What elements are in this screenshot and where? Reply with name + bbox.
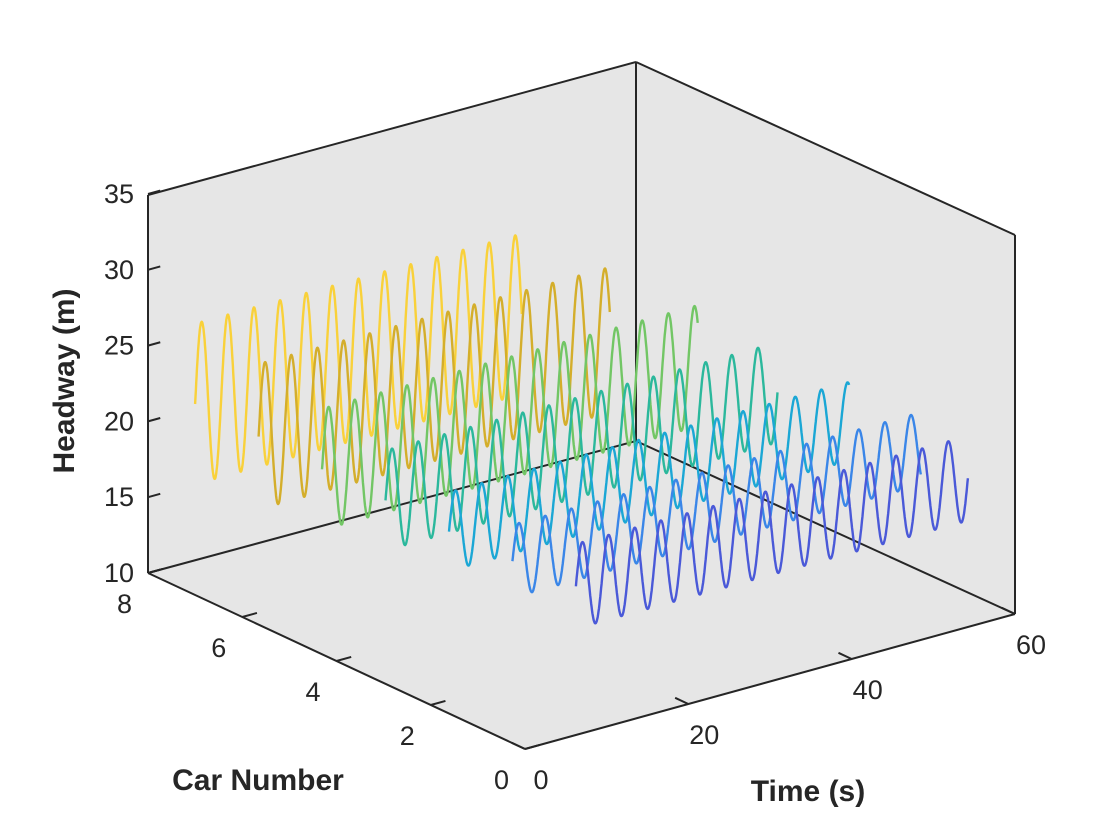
z-tick-15 (147, 492, 161, 499)
x-tick-label-40: 40 (853, 675, 883, 705)
y-tick-label-8: 8 (117, 589, 132, 619)
y-tick-label-4: 4 (305, 677, 320, 707)
series-line-car-1 (574, 440, 970, 625)
series-line-car-2 (511, 413, 922, 594)
z-tick-label-30: 30 (104, 255, 134, 285)
x-tick-40 (838, 651, 853, 660)
z-tick-20 (147, 417, 161, 423)
x-axis-label: Time (s) (751, 775, 865, 808)
tick-layer: 0 20 40 60 0 2 4 6 810 15 20 25 30 35 (104, 179, 1046, 795)
series-layer (193, 234, 970, 625)
y-tick-label-2: 2 (400, 721, 415, 751)
series-line-car-6 (257, 267, 611, 506)
z-tick-25 (147, 341, 161, 347)
z-tick-10 (147, 568, 161, 574)
z-tick-35 (147, 189, 161, 195)
z-tick-label-25: 25 (104, 331, 134, 361)
z-tick-label-15: 15 (104, 482, 134, 512)
z-tick-label-35: 35 (104, 179, 134, 209)
z-tick-label-10: 10 (104, 558, 134, 588)
x-tick-0 (511, 741, 526, 750)
y-tick-2 (430, 699, 446, 706)
series-line-car-3 (447, 381, 851, 567)
x-axis-line (524, 613, 1016, 750)
x-tick-label-20: 20 (689, 720, 719, 750)
x-tick-60 (1001, 606, 1016, 615)
y-tick-label-6: 6 (211, 633, 226, 663)
y-axis-label: Car Number (172, 764, 344, 797)
z-axis-label: Headway (m) (48, 288, 81, 473)
x-tick-label-0: 0 (533, 765, 548, 795)
back-top-edge-right (635, 61, 1016, 236)
z-tick-30 (147, 265, 161, 271)
y-tick-4 (336, 655, 352, 662)
y-tick-0 (524, 743, 540, 750)
y-tick-label-0: 0 (494, 765, 509, 795)
x-tick-20 (674, 696, 689, 705)
series-line-car-7 (193, 234, 523, 481)
x-tick-label-60: 60 (1016, 630, 1046, 660)
series-line-car-4 (384, 346, 779, 547)
y-tick-6 (241, 611, 258, 618)
back-top-edge-left (147, 61, 637, 196)
series-line-car-5 (320, 304, 699, 526)
z-tick-label-20: 20 (104, 406, 134, 436)
